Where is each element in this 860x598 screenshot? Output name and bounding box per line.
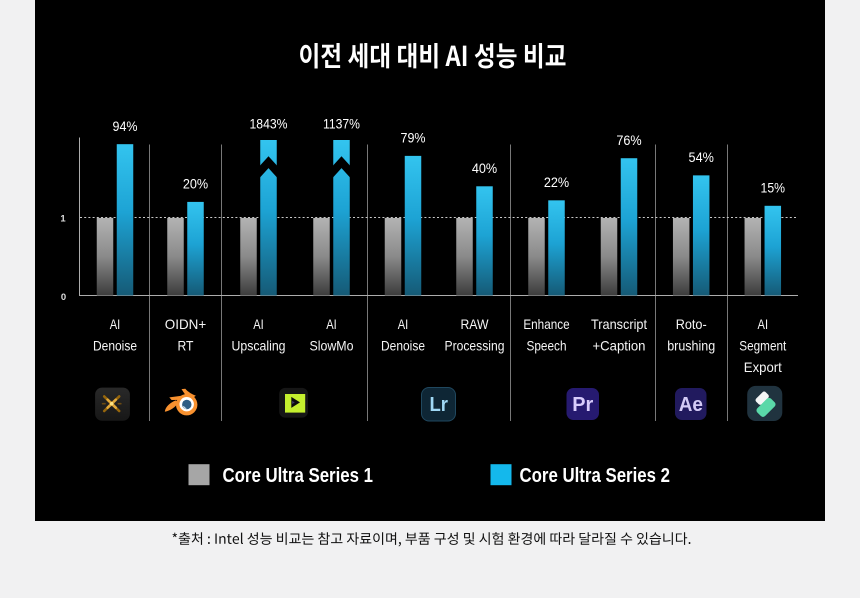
svg-text:0: 0 (61, 292, 66, 303)
svg-text:Enhance: Enhance (523, 316, 569, 332)
svg-text:RAW: RAW (461, 316, 490, 332)
svg-text:1: 1 (60, 214, 66, 225)
svg-text:Pr: Pr (572, 394, 593, 416)
svg-text:RT: RT (178, 338, 194, 354)
svg-text:94%: 94% (113, 119, 138, 135)
svg-text:AI: AI (110, 316, 121, 332)
svg-text:Ae: Ae (679, 394, 703, 416)
svg-text:+Caption: +Caption (593, 338, 646, 354)
svg-text:76%: 76% (616, 133, 642, 149)
svg-text:Export: Export (744, 359, 782, 375)
svg-text:Upscaling: Upscaling (232, 338, 286, 354)
svg-text:Roto-: Roto- (676, 316, 707, 332)
svg-text:1137%: 1137% (323, 116, 360, 132)
svg-text:1843%: 1843% (250, 116, 288, 132)
svg-text:brushing: brushing (667, 338, 715, 354)
svg-text:Transcript: Transcript (591, 316, 647, 332)
svg-text:Core Ultra Series 1: Core Ultra Series 1 (223, 464, 374, 487)
svg-text:Denoise: Denoise (93, 338, 137, 354)
svg-text:Segment: Segment (739, 338, 786, 354)
svg-text:54%: 54% (689, 150, 715, 166)
svg-text:AI: AI (253, 316, 264, 332)
svg-text:AI: AI (398, 316, 409, 332)
svg-text:Processing: Processing (445, 338, 505, 354)
svg-text:40%: 40% (472, 161, 498, 177)
svg-text:AI: AI (758, 316, 769, 332)
svg-text:Core Ultra Series 2: Core Ultra Series 2 (520, 464, 671, 487)
svg-text:SlowMo: SlowMo (310, 338, 354, 354)
svg-text:22%: 22% (544, 175, 570, 191)
svg-text:AI: AI (326, 316, 337, 332)
svg-text:Lr: Lr (429, 393, 448, 416)
svg-text:79%: 79% (401, 131, 426, 147)
svg-text:OIDN+: OIDN+ (165, 316, 207, 332)
svg-text:Denoise: Denoise (381, 338, 425, 354)
svg-text:Speech: Speech (527, 338, 567, 354)
svg-text:20%: 20% (183, 177, 209, 193)
svg-text:15%: 15% (761, 181, 786, 197)
